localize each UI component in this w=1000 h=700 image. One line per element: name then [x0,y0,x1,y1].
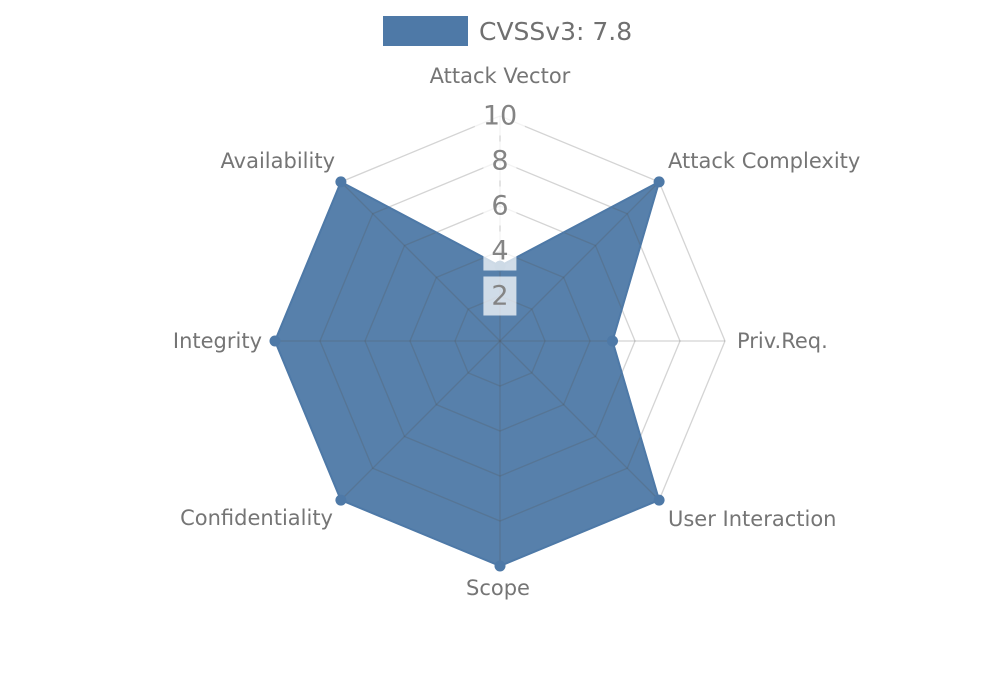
axis-label-integrity: Integrity [172,329,262,353]
rtick-2: 2 [483,276,517,316]
data-point-6 [269,335,281,347]
legend: CVSSv3: 7.8 [383,16,632,46]
grid-spoke-3 [499,340,660,501]
data-point-3 [653,494,665,506]
grid-spoke-1 [499,181,660,342]
rtick-4: 4 [483,231,517,271]
data-polygon-fill [275,181,660,566]
grid-spoke-5 [340,340,501,501]
axis-label-attack-vector: Attack Vector [429,64,571,88]
axis-label-scope: Scope [466,576,530,600]
grid-spoke-7 [340,181,501,342]
grid-ring-6 [364,205,636,477]
data-point-5 [335,494,347,506]
data-point-7 [335,176,347,188]
axis-label-attack-complexity: Attack Complexity [668,149,861,173]
rtick-8: 8 [483,141,517,181]
data-point-4 [494,560,506,572]
data-point-2 [607,335,618,347]
axis-label-availability: Availability [220,149,335,173]
legend-swatch [383,16,468,46]
legend-label: CVSSv3: 7.8 [479,16,633,46]
axis-label-priv-req: Priv.Req. [737,329,828,353]
grid-ring-4 [409,250,591,432]
axis-label-confidentiality: Confidentiality [180,506,333,530]
grid-ring-2 [454,295,546,387]
data-point-1 [653,176,665,188]
axis-label-user-interaction: User Interaction [668,507,837,531]
rtick-10: 10 [474,96,526,136]
rtick-6: 6 [483,186,517,226]
grid-ring-8 [319,160,681,522]
